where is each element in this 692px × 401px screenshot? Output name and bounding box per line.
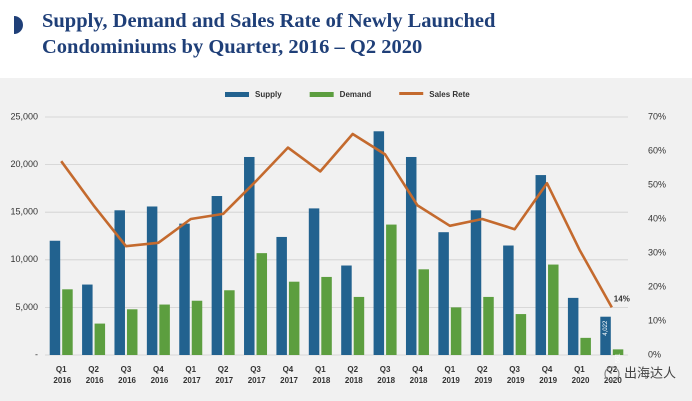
bar bbox=[256, 253, 268, 355]
bar bbox=[62, 289, 73, 355]
legend-label: Sales Rete bbox=[429, 90, 470, 99]
y2-tick-label: 10% bbox=[648, 315, 666, 325]
bar bbox=[308, 208, 320, 355]
line-value-label: 14% bbox=[614, 295, 630, 304]
x-tick-label: Q2 2018 bbox=[343, 365, 364, 385]
y2-tick-label: 60% bbox=[648, 145, 666, 155]
y-tick-label: 15,000 bbox=[10, 207, 38, 217]
bar-value-label: 591 bbox=[616, 353, 622, 364]
bar bbox=[341, 265, 352, 355]
bar bbox=[146, 206, 158, 355]
legend-swatch bbox=[399, 92, 424, 95]
watermark: 出海达人 bbox=[624, 365, 676, 380]
legend-label: Demand bbox=[340, 90, 372, 99]
bar bbox=[612, 349, 624, 355]
watermark-icon bbox=[604, 366, 620, 382]
x-tick-label: Q3 2016 bbox=[116, 365, 137, 385]
chart-title: Supply, Demand and Sales Rate of Newly L… bbox=[42, 10, 496, 58]
bar bbox=[321, 276, 332, 355]
bar bbox=[211, 196, 223, 355]
bar-value-label: 4,022 bbox=[603, 320, 609, 336]
x-tick-label: Q2 2019 bbox=[472, 365, 493, 385]
x-tick-label: Q1 2016 bbox=[51, 365, 72, 385]
bar bbox=[353, 296, 365, 355]
bar bbox=[276, 236, 287, 355]
x-tick-label: Q2 2017 bbox=[213, 365, 234, 385]
y2-tick-label: 40% bbox=[648, 213, 666, 223]
bar bbox=[114, 210, 125, 355]
bar bbox=[373, 131, 385, 355]
x-tick-label: Q1 2020 bbox=[569, 365, 590, 385]
y2-tick-label: 70% bbox=[648, 111, 666, 121]
bar bbox=[515, 314, 527, 355]
legend-swatch bbox=[309, 92, 334, 97]
bar bbox=[159, 304, 170, 355]
y2-tick-label: 20% bbox=[648, 281, 666, 291]
bar bbox=[82, 284, 93, 355]
x-tick-label: Q2 2016 bbox=[84, 365, 105, 385]
bar bbox=[450, 307, 462, 355]
bar bbox=[244, 156, 255, 355]
bar bbox=[94, 323, 106, 355]
x-tick-label: Q3 2018 bbox=[375, 365, 396, 385]
x-tick-label: Q3 2017 bbox=[246, 365, 267, 385]
bar bbox=[503, 245, 514, 355]
bar bbox=[49, 240, 61, 355]
bar bbox=[405, 156, 417, 355]
x-tick-label: Q1 2017 bbox=[181, 365, 202, 385]
bar bbox=[535, 175, 547, 355]
x-tick-label: Q1 2018 bbox=[310, 365, 331, 385]
bar bbox=[548, 264, 559, 355]
bar bbox=[567, 297, 579, 355]
bar bbox=[470, 210, 482, 355]
title-icon bbox=[14, 16, 23, 34]
bar bbox=[438, 232, 449, 355]
bar bbox=[580, 337, 591, 355]
y-tick-label: 25,000 bbox=[10, 111, 38, 121]
line bbox=[60, 132, 613, 309]
y-tick-label: 20,000 bbox=[10, 159, 38, 169]
x-tick-label: Q4 2016 bbox=[148, 365, 169, 385]
bar bbox=[418, 269, 429, 355]
x-tick-label: Q4 2019 bbox=[537, 365, 558, 385]
bar bbox=[288, 281, 300, 355]
y-tick-label: 10,000 bbox=[10, 254, 38, 264]
x-tick-label: Q4 2018 bbox=[407, 365, 428, 385]
legend-label: Supply bbox=[255, 90, 282, 99]
y-tick-label: - bbox=[35, 349, 38, 359]
bar bbox=[191, 300, 203, 355]
bar bbox=[126, 309, 138, 355]
y2-tick-label: 50% bbox=[648, 179, 666, 189]
bar bbox=[224, 290, 235, 355]
y-tick-label: 5,000 bbox=[15, 302, 38, 312]
x-tick-label: Q1 2019 bbox=[440, 365, 461, 385]
legend-swatch bbox=[225, 92, 249, 97]
y2-tick-label: 0% bbox=[648, 349, 661, 359]
bar bbox=[386, 224, 397, 355]
y2-tick-label: 30% bbox=[648, 247, 666, 257]
x-tick-label: Q3 2019 bbox=[505, 365, 526, 385]
bar bbox=[179, 223, 190, 355]
bar bbox=[600, 316, 611, 355]
x-tick-label: Q4 2017 bbox=[278, 365, 299, 385]
bar bbox=[483, 296, 494, 355]
